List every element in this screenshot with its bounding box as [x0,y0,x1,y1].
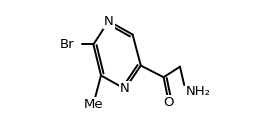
Text: N: N [120,82,130,95]
Text: NH₂: NH₂ [186,85,211,98]
Text: N: N [104,15,114,28]
Text: Me: Me [84,98,103,111]
Text: Br: Br [60,38,75,51]
Text: O: O [164,96,174,110]
